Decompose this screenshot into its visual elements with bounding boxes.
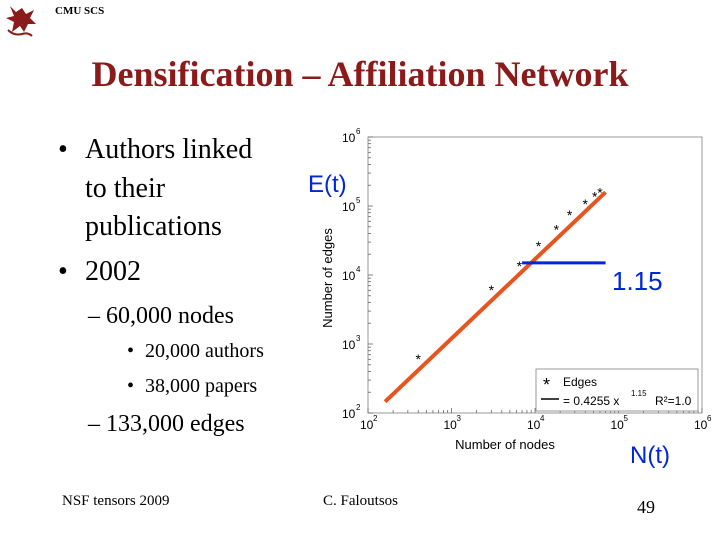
- x-annotation: N(t): [630, 442, 670, 469]
- legend-r2: R²=1.0: [655, 394, 692, 408]
- footer-center: C. Faloutsos: [323, 493, 399, 509]
- bullet-marker: •: [58, 134, 68, 165]
- y-tick-exponent: 2: [356, 403, 361, 412]
- data-point-marker: *: [567, 207, 573, 223]
- data-point-marker: *: [597, 184, 603, 200]
- x-axis-label: Number of nodes: [455, 437, 555, 452]
- x-tick-label: 10: [360, 418, 374, 432]
- footer-left: NSF tensors 2009: [62, 493, 170, 509]
- legend-fit-label: = 0.4255 x: [563, 394, 619, 408]
- data-point-marker: *: [592, 188, 598, 204]
- x-tick-label: 10: [694, 418, 708, 432]
- bullet-authors-line2: to their: [85, 173, 166, 204]
- x-tick-label: 10: [444, 418, 458, 432]
- bullet-authors-line1: Authors linked: [85, 134, 253, 165]
- sub-bullet-edges: – 133,000 edges: [88, 411, 245, 437]
- sub-bullet-nodes: – 60,000 nodes: [88, 303, 234, 329]
- y-annotation: E(t): [308, 171, 347, 198]
- legend-edges-label: Edges: [563, 375, 597, 389]
- data-point-marker: *: [416, 351, 422, 367]
- data-point-marker: *: [517, 258, 523, 274]
- x-tick-exponent: 3: [457, 414, 462, 423]
- data-point-marker: *: [536, 238, 542, 254]
- fit-line: [383, 190, 607, 404]
- y-tick-exponent: 6: [356, 127, 361, 136]
- bullet-year: 2002: [85, 256, 141, 287]
- y-tick-label: 10: [342, 131, 356, 145]
- slope-annotation: 1.15: [612, 266, 663, 296]
- y-tick-exponent: 4: [356, 265, 361, 274]
- cmu-logo: [6, 6, 36, 37]
- x-tick-label: 10: [611, 418, 625, 432]
- bullet-authors-line3: publications: [85, 211, 222, 242]
- bullet-marker: •: [127, 340, 135, 362]
- bullet-marker: •: [127, 375, 135, 397]
- page-number: 49: [637, 497, 655, 517]
- y-tick-exponent: 5: [356, 196, 361, 205]
- x-tick-exponent: 6: [707, 414, 712, 423]
- bullet-marker: •: [58, 256, 68, 287]
- y-tick-label: 10: [342, 338, 356, 352]
- org-header: CMU SCS: [55, 5, 105, 17]
- x-tick-exponent: 5: [624, 414, 629, 423]
- x-tick-label: 10: [527, 418, 541, 432]
- y-tick-label: 10: [342, 269, 356, 283]
- legend-fit-exponent: 1.15: [631, 389, 647, 398]
- y-axis-label: Number of edges: [320, 228, 335, 328]
- slide-title: Densification – Affiliation Network: [91, 54, 629, 94]
- x-tick-exponent: 4: [540, 414, 545, 423]
- data-point-marker: *: [489, 282, 495, 298]
- y-tick-label: 10: [342, 407, 356, 421]
- data-point-marker: *: [583, 196, 589, 212]
- sub-sub-bullet-authors: 20,000 authors: [145, 340, 264, 362]
- data-point-marker: *: [554, 222, 560, 238]
- sub-sub-bullet-papers: 38,000 papers: [145, 375, 258, 397]
- legend-marker: *: [543, 375, 550, 395]
- y-tick-label: 10: [342, 200, 356, 214]
- x-tick-exponent: 2: [373, 414, 378, 423]
- y-tick-exponent: 3: [356, 334, 361, 343]
- legend: * Edges = 0.4255 x 1.15 R²=1.0: [535, 368, 699, 412]
